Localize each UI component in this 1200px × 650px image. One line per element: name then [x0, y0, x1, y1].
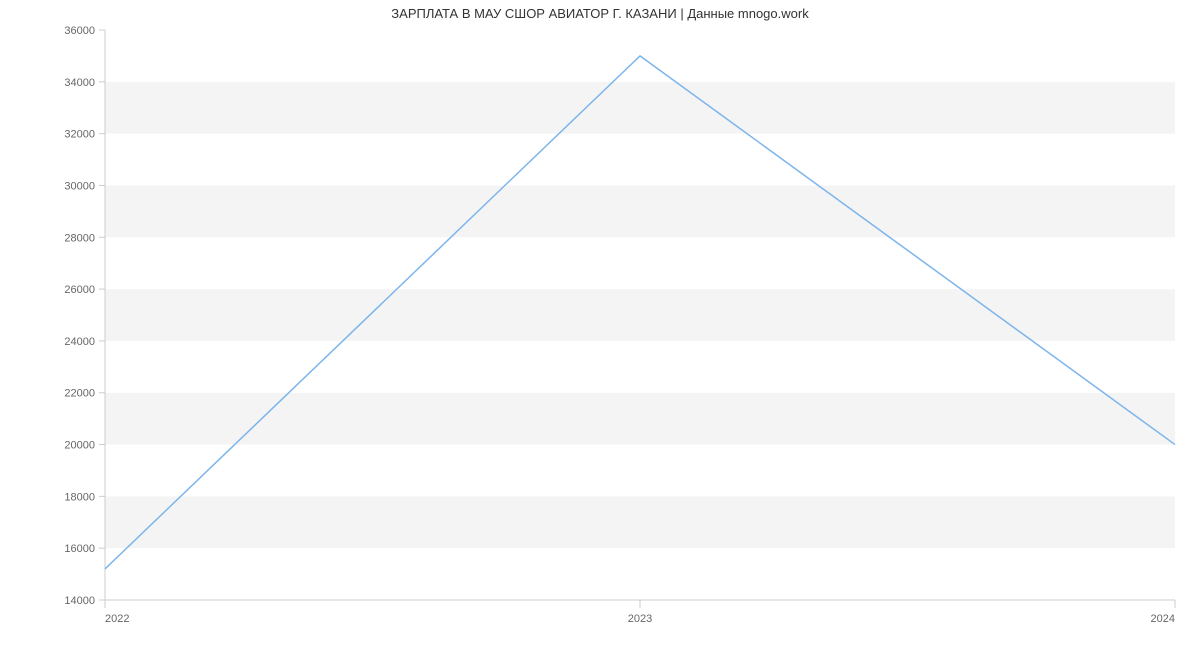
x-tick-label: 2023 — [628, 613, 652, 625]
y-tick-label: 24000 — [64, 336, 95, 348]
y-tick-label: 30000 — [64, 180, 95, 192]
y-tick-label: 18000 — [64, 491, 95, 503]
y-tick-label: 32000 — [64, 129, 95, 141]
y-tick-label: 14000 — [64, 595, 95, 607]
y-tick-label: 26000 — [64, 284, 95, 296]
chart-title: ЗАРПЛАТА В МАУ СШОР АВИАТОР Г. КАЗАНИ | … — [0, 6, 1200, 21]
chart-svg: 14000 16000 18000 20000 22000 24000 26000 28000… — [0, 0, 1200, 650]
y-tick-label: 36000 — [64, 25, 95, 37]
x-tick-label: 2022 — [105, 613, 129, 625]
y-tick-label: 28000 — [64, 232, 95, 244]
y-tick-label: 22000 — [64, 388, 95, 400]
x-tick-label: 2024 — [1151, 613, 1175, 625]
y-tick-label: 20000 — [64, 440, 95, 452]
salary-line-chart: ЗАРПЛАТА В МАУ СШОР АВИАТОР Г. КАЗАНИ | … — [0, 0, 1200, 650]
y-tick-label: 16000 — [64, 543, 95, 555]
y-tick-label: 34000 — [64, 77, 95, 89]
